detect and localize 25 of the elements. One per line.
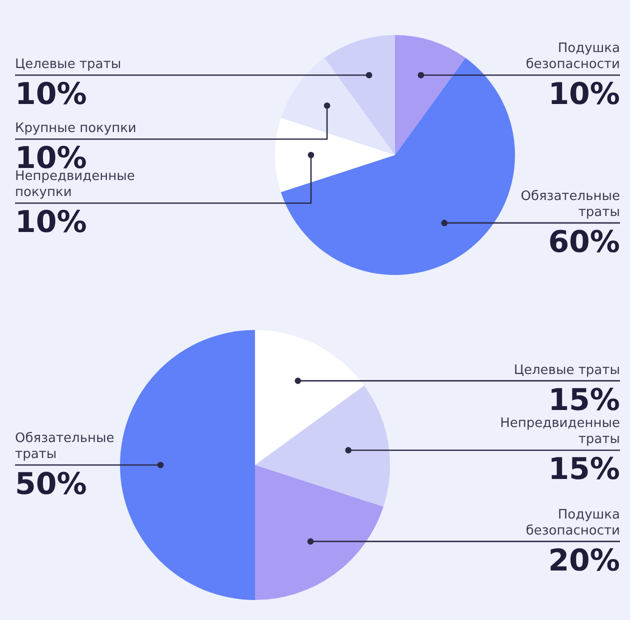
data-label: 15% <box>548 382 620 418</box>
slice-label: Крупные покупки <box>15 121 136 136</box>
data-label: 20% <box>548 543 620 578</box>
data-label: 10% <box>548 77 620 112</box>
data-label: 10% <box>15 205 87 240</box>
pie-slice <box>255 386 390 507</box>
pie-slice <box>324 35 395 155</box>
data-label: 50% <box>15 467 87 502</box>
slice-label: Подушка безопасности <box>526 507 620 538</box>
pie-slice <box>280 58 515 275</box>
pie-slice <box>120 330 255 600</box>
slice-label: Целевые траты <box>514 362 620 378</box>
pie-slice <box>280 58 395 155</box>
data-label: 15% <box>548 452 620 488</box>
data-label: 10% <box>15 77 87 112</box>
slice-label: Обязательные траты <box>15 431 114 462</box>
pie-slice <box>275 118 395 192</box>
pie-slice <box>255 330 364 465</box>
slice-label: Обязательные траты <box>520 188 620 220</box>
slice-label: Непредвиденные траты <box>500 416 620 448</box>
data-label: 60% <box>548 224 620 260</box>
slice-label: Целевые траты <box>15 57 122 72</box>
pie-slice <box>395 35 466 155</box>
slice-label: Подушка безопасности <box>526 41 620 72</box>
pie-slice <box>255 465 384 600</box>
